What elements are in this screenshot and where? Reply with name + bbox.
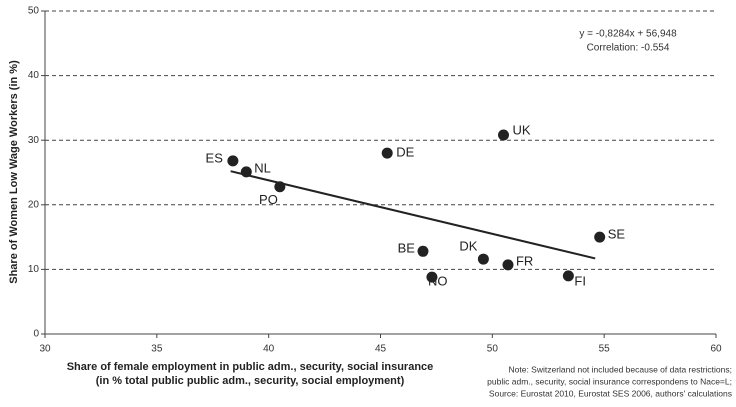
- point-label: DE: [396, 145, 414, 160]
- point-label: FR: [516, 253, 533, 268]
- point: [274, 181, 286, 193]
- y-tick-label: 30: [28, 135, 40, 146]
- point: [240, 166, 252, 178]
- trend-line: [230, 170, 596, 260]
- point-label: PO: [259, 192, 278, 207]
- point-label: SE: [608, 227, 626, 242]
- annotation: y = -0,8284x + 56,948: [579, 29, 677, 40]
- x-tick-label: 35: [151, 344, 163, 355]
- point: [502, 259, 514, 271]
- point-label: BE: [398, 241, 416, 256]
- point: [594, 231, 606, 243]
- x-tick-label: 60: [710, 344, 722, 355]
- note: public adm., security, social insurance …: [487, 376, 732, 386]
- point: [426, 271, 438, 283]
- x-tick-label: 30: [39, 344, 51, 355]
- x-tick-label: 55: [599, 344, 611, 355]
- point-label: NL: [254, 160, 271, 175]
- point-label: DK: [459, 239, 477, 254]
- y-tick-label: 20: [28, 199, 40, 210]
- point: [498, 129, 510, 141]
- y-tick-label: 10: [28, 264, 40, 275]
- x-axis-label: Share of female employment in public adm…: [67, 361, 434, 373]
- x-tick-label: 45: [375, 344, 387, 355]
- point-label: NO: [428, 274, 448, 289]
- annotation: Correlation: -0.554: [587, 43, 670, 54]
- point: [417, 245, 429, 257]
- x-tick-label: 50: [487, 344, 499, 355]
- point: [477, 253, 489, 265]
- note: Note: Switzerland not included because o…: [509, 364, 733, 374]
- x-axis-label: (in % total public public adm., security…: [96, 375, 405, 387]
- x-tick-label: 40: [263, 344, 275, 355]
- note: Source: Eurostat 2010, Eurostat SES 2006…: [489, 388, 732, 398]
- y-tick-label: 50: [28, 6, 40, 17]
- point: [227, 155, 239, 167]
- point-label: ES: [206, 150, 224, 165]
- y-tick-label: 0: [33, 329, 39, 340]
- point-label: FI: [574, 273, 586, 288]
- point: [381, 147, 393, 159]
- y-tick-label: 40: [28, 70, 40, 81]
- y-axis-label: Share of Women Low Wage Workers (in %): [8, 60, 20, 284]
- point: [562, 270, 574, 282]
- point-label: UK: [513, 122, 531, 137]
